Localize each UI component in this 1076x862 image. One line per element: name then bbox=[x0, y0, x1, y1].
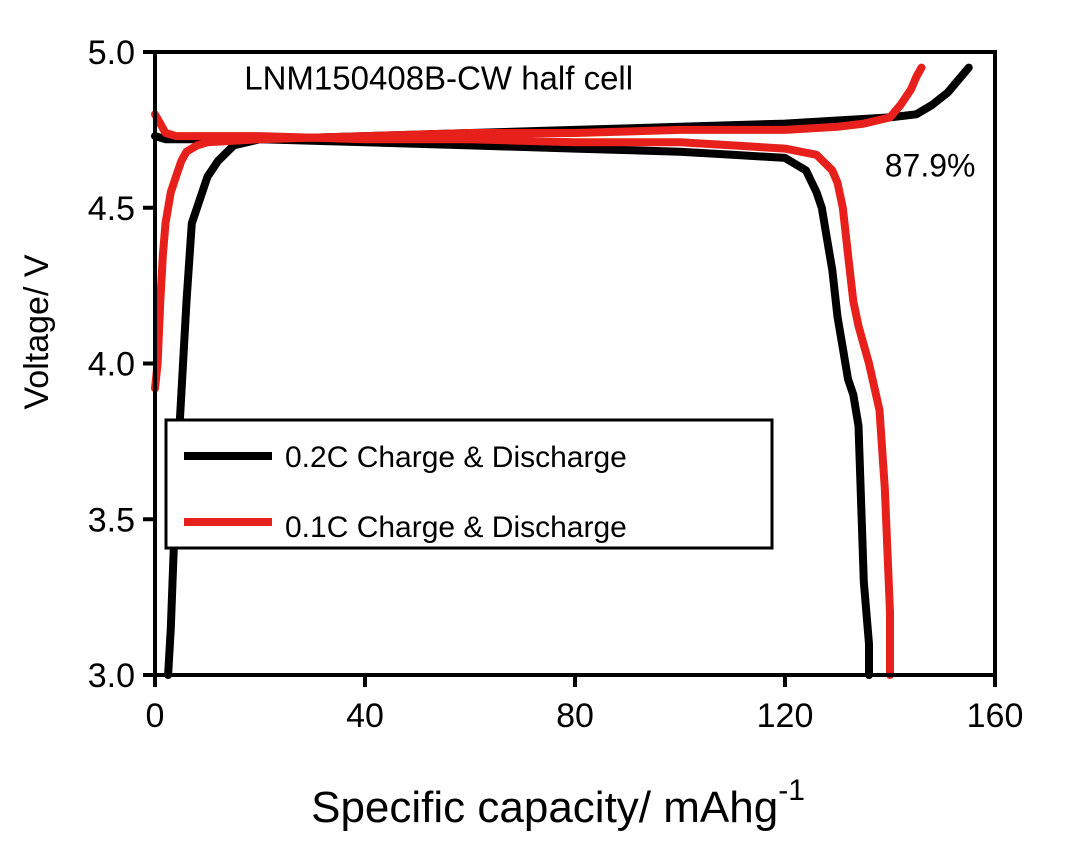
x-axis-title: Specific capacity/ mAhg-1 bbox=[311, 774, 805, 832]
series-layer bbox=[151, 63, 973, 679]
annotation-layer: LNM150408B-CW half cell 87.9% bbox=[244, 59, 975, 183]
x-axis-title-superscript: -1 bbox=[778, 774, 805, 807]
x-tick-label-3: 120 bbox=[757, 697, 814, 735]
series-1-discharge-line bbox=[151, 110, 894, 679]
y-tick-label-3: 4.5 bbox=[88, 190, 135, 228]
ticks-layer: 0 40 80 120 160 3.0 3.5 4.0 4.5 5.0 bbox=[88, 34, 1024, 735]
x-tick-label-0: 0 bbox=[146, 697, 165, 735]
legend-label-0-1c: 0.1C Charge & Discharge bbox=[285, 511, 627, 544]
x-axis-title-text: Specific capacity/ mAhg bbox=[311, 783, 778, 832]
legend-box bbox=[164, 418, 774, 550]
legend: 0.2C Charge & Discharge 0.1C Charge & Di… bbox=[164, 418, 774, 550]
y-tick-label-2: 4.0 bbox=[88, 346, 135, 384]
annotation-0: LNM150408B-CW half cell bbox=[244, 59, 633, 96]
annotation-1: 87.9% bbox=[885, 148, 976, 184]
x-tick-label-1: 40 bbox=[346, 697, 384, 735]
x-tick-label-2: 80 bbox=[556, 697, 594, 735]
x-tick-label-4: 160 bbox=[967, 697, 1024, 735]
legend-label-0-2c: 0.2C Charge & Discharge bbox=[285, 441, 627, 474]
y-tick-label-0: 3.0 bbox=[88, 657, 135, 695]
y-tick-label-1: 3.5 bbox=[88, 501, 135, 539]
y-tick-label-4: 5.0 bbox=[88, 34, 135, 72]
y-axis-title: Voltage/ V bbox=[18, 254, 56, 409]
